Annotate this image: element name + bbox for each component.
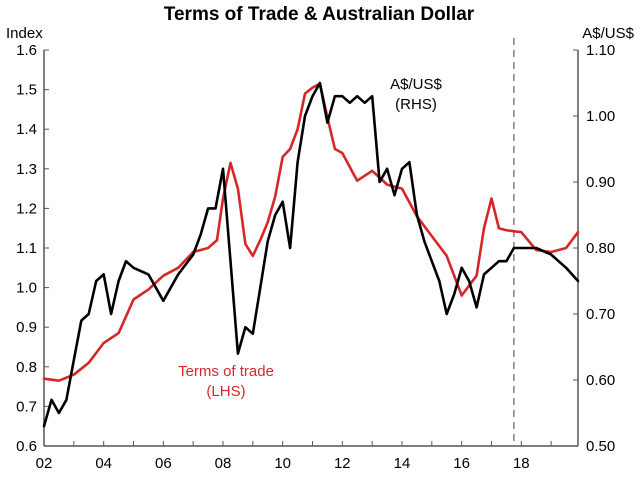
y-right-tick-label: 0.50 [586, 438, 615, 455]
x-tick-label: 18 [513, 455, 530, 472]
y-right-tick-label: 1.00 [586, 108, 615, 125]
y-left-tick-label: 1.0 [16, 280, 37, 297]
terms-of-trade-label: Terms of trade [178, 363, 274, 380]
y-left-tick-label: 0.7 [16, 398, 37, 415]
y-left-tick-label: 1.2 [16, 200, 37, 217]
aud-usd-label: A$/US$ [390, 76, 442, 93]
y-left-tick-label: 0.8 [16, 359, 37, 376]
y-left-tick-label: 1.4 [16, 121, 37, 138]
y-right-tick-label: 0.60 [586, 372, 615, 389]
y-axis-left-label: Index [6, 25, 43, 42]
x-tick-label: 12 [334, 455, 351, 472]
y-right-tick-label: 0.80 [586, 240, 615, 257]
x-tick-label: 06 [155, 455, 172, 472]
x-tick-label: 16 [453, 455, 470, 472]
x-tick-label: 10 [274, 455, 291, 472]
y-axis-right-label: A$/US$ [582, 25, 634, 42]
x-tick-label: 14 [394, 455, 411, 472]
y-left-tick-label: 0.9 [16, 319, 37, 336]
terms-of-trade-line [42, 82, 580, 383]
aud-usd-line [42, 81, 580, 428]
y-left-tick-label: 1.1 [16, 240, 37, 257]
y-left-tick-label: 0.6 [16, 438, 37, 455]
y-left-tick-label: 1.5 [16, 82, 37, 99]
chart-title: Terms of Trade & Australian Dollar [164, 4, 475, 25]
x-tick-label: 08 [215, 455, 232, 472]
terms-of-trade-label: (LHS) [206, 383, 245, 400]
series-lines [42, 81, 580, 428]
x-tick-label: 04 [95, 455, 112, 472]
aud-usd-label: (RHS) [395, 96, 437, 113]
y-right-tick-label: 1.10 [586, 42, 615, 59]
y-right-tick-label: 0.70 [586, 306, 615, 323]
y-left-tick-label: 1.6 [16, 42, 37, 59]
y-left-tick-label: 1.3 [16, 161, 37, 178]
axes: 0.6 0.7 0.8 0.9 1.0 1.1 1.2 1.3 1.4 1.5 1.6 0.50 0.6… [16, 42, 615, 472]
x-tick-label: 02 [36, 455, 53, 472]
y-right-tick-label: 0.90 [586, 174, 615, 191]
annotations: Terms of trade (LHS) A$/US$ (RHS) [178, 76, 442, 400]
